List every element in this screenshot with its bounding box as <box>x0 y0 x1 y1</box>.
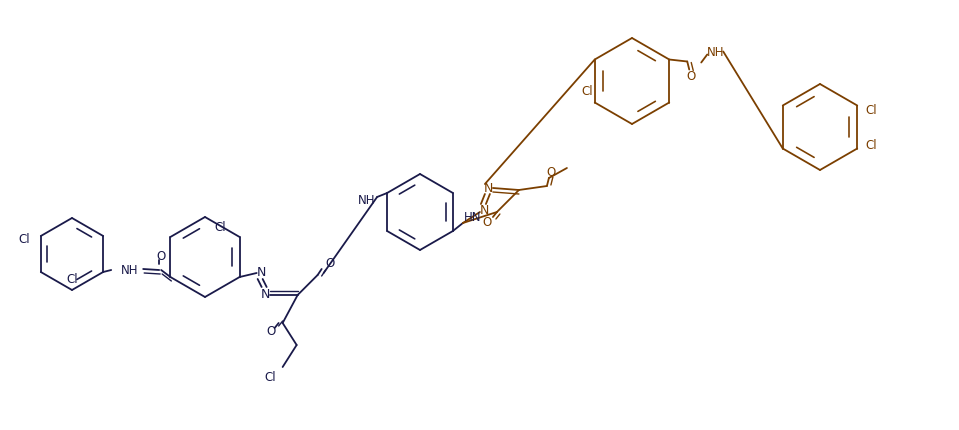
Text: O: O <box>547 166 555 179</box>
Text: Cl: Cl <box>865 104 877 117</box>
Text: Cl: Cl <box>581 85 593 98</box>
Text: O: O <box>482 216 492 229</box>
Text: N: N <box>257 266 267 279</box>
Text: O: O <box>156 250 166 263</box>
Text: NH: NH <box>359 193 376 206</box>
Text: NH: NH <box>121 264 138 277</box>
Text: N: N <box>480 203 490 216</box>
Text: Cl: Cl <box>265 371 276 384</box>
Text: Cl: Cl <box>214 221 225 234</box>
Text: NH: NH <box>707 46 724 59</box>
Text: Cl: Cl <box>66 273 78 286</box>
Text: N: N <box>484 181 494 194</box>
Text: Cl: Cl <box>18 233 30 246</box>
Text: HN: HN <box>464 211 481 224</box>
Text: Cl: Cl <box>865 139 877 152</box>
Text: O: O <box>266 325 275 338</box>
Text: N: N <box>261 288 270 301</box>
Text: O: O <box>687 70 696 83</box>
Text: O: O <box>325 257 335 270</box>
